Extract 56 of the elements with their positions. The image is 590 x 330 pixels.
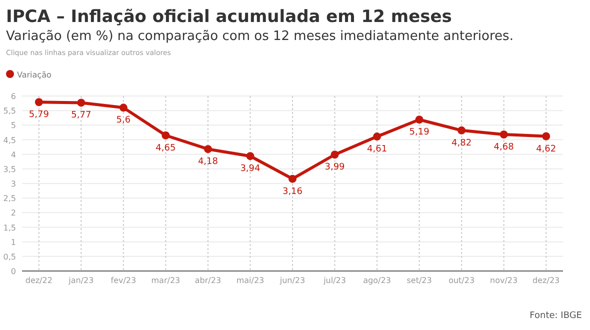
- point: [500, 130, 508, 138]
- data-label: 4,18: [198, 157, 218, 168]
- y-tick-label: 4,5: [3, 136, 16, 145]
- data-label: 4,61: [367, 144, 388, 155]
- point: [119, 104, 128, 112]
- y-tick-label: 5,5: [3, 106, 16, 116]
- y-tick-label: 3,5: [3, 164, 16, 174]
- data-label: 5,6: [116, 116, 131, 126]
- point: [204, 145, 212, 154]
- point: [373, 132, 382, 141]
- y-tick-label: 1: [10, 238, 16, 247]
- data-label: 3,16: [282, 186, 303, 197]
- y-tick-label: 6: [10, 92, 16, 101]
- point: [458, 126, 466, 134]
- point: [415, 116, 424, 124]
- point: [34, 98, 43, 106]
- y-tick-label: 0: [10, 267, 16, 276]
- x-tick-label: set/23: [406, 276, 432, 285]
- chart-title: IPCA – Inflação oficial acumulada em 12 meses: [6, 7, 452, 27]
- chart-subtitle: Variação (em %) na comparação com os 12 meses imediatamente anteriores.: [6, 29, 514, 44]
- point: [288, 174, 296, 183]
- y-tick-label: 2,5: [3, 194, 16, 204]
- data-label: 4,68: [494, 142, 514, 152]
- y-tick-label: 4: [10, 150, 16, 160]
- data-label: 3,94: [240, 164, 261, 174]
- data-label: 3,99: [324, 162, 346, 173]
- x-tick-label: dez/22: [25, 276, 52, 285]
- legend-label: Variação: [17, 70, 52, 80]
- y-tick-label: 2: [10, 208, 16, 218]
- x-tick-label: dez/23: [532, 276, 560, 285]
- data-label: 4,65: [156, 143, 176, 154]
- point: [246, 152, 254, 160]
- data-label: 5,77: [71, 110, 92, 121]
- point: [162, 131, 170, 140]
- x-tick-label: mai/23: [236, 276, 264, 285]
- x-tick-label: ago/23: [363, 276, 391, 285]
- x-tick-label: fev/23: [110, 276, 136, 285]
- data-label: 4,62: [536, 144, 556, 154]
- x-tick-label: jul/23: [322, 276, 346, 285]
- x-tick-label: jan/23: [68, 276, 94, 285]
- data-label: 4,82: [452, 138, 472, 148]
- point: [330, 150, 339, 159]
- point: [77, 98, 86, 107]
- y-tick-label: 1,5: [3, 223, 16, 232]
- x-tick-label: nov/23: [490, 276, 518, 285]
- y-tick-label: 0,5: [3, 252, 16, 262]
- y-tick-label: 3: [10, 180, 16, 188]
- x-tick-label: out/23: [448, 276, 475, 285]
- y-tick-label: 5: [10, 121, 16, 130]
- data-label: 5,19: [409, 128, 430, 138]
- x-tick-label: jun/23: [278, 276, 306, 285]
- data-label: 5,79: [28, 110, 50, 120]
- point: [542, 132, 550, 140]
- source-note: Fonte: IBGE: [530, 311, 582, 321]
- x-tick-label: mar/23: [151, 276, 180, 285]
- x-tick-label: abr/23: [194, 276, 222, 285]
